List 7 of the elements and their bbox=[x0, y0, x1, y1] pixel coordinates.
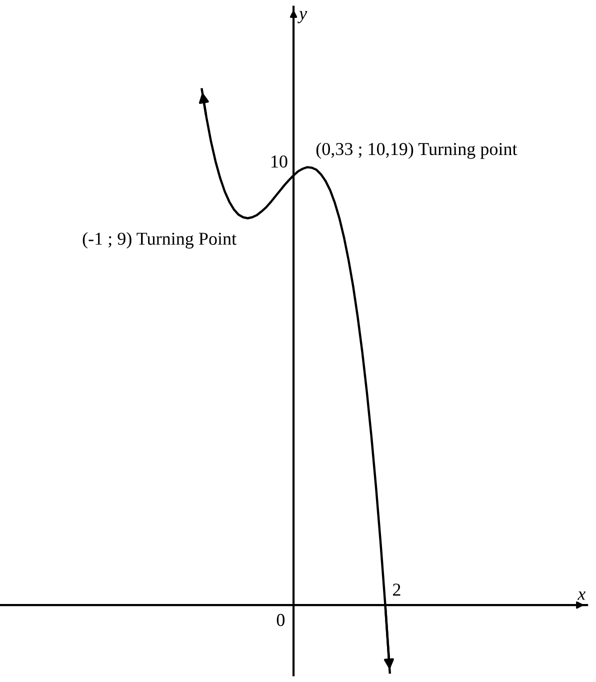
y-axis-title: y bbox=[298, 11, 308, 24]
annotation: 0 bbox=[276, 614, 285, 626]
annotation: (0,33 ; 10,19) Turning point bbox=[316, 142, 518, 159]
text: x bbox=[577, 592, 586, 600]
annotation: 10 bbox=[272, 155, 288, 168]
text: 2 bbox=[392, 584, 400, 596]
annotation: (-1 ; 9) Turning Point bbox=[82, 232, 236, 249]
